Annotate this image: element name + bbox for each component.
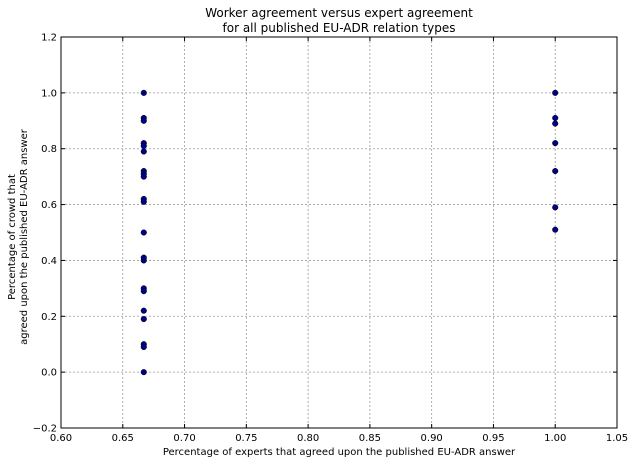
y-axis-label-line-1: Percentage of crowd that [7,174,18,300]
scatter-point [140,316,147,323]
y-tick-label: 1.2 [41,33,57,44]
scatter-point [552,89,559,96]
grid-lines [61,37,617,428]
x-tick-label: 0.60 [50,433,72,444]
x-tick-label: 0.65 [112,433,134,444]
y-tick-label: 0.6 [41,200,57,211]
scatter-point [140,307,147,314]
x-tick-label: 0.95 [482,433,504,444]
y-axis-label-line-2: agreed upon the published EU-ADR answer [19,128,30,345]
y-tick-label: 1.0 [41,88,57,99]
data-points [140,89,559,376]
scatter-point [140,117,147,124]
scatter-point [552,226,559,233]
scatter-point [140,257,147,264]
scatter-point [552,120,559,127]
scatter-point [140,142,147,149]
x-tick-label: 0.70 [173,433,195,444]
x-tick-label: 1.00 [544,433,566,444]
x-tick-label: 1.05 [606,433,628,444]
chart-title-line-2: for all published EU-ADR relation types [223,21,456,35]
scatter-point [140,343,147,351]
x-axis-label: Percentage of experts that agreed upon t… [163,447,516,458]
y-tick-label: −0.2 [33,424,57,435]
scatter-point [140,173,147,180]
y-tick-label: 0.8 [41,144,57,155]
scatter-point [140,198,147,205]
scatter-point [552,114,559,122]
scatter-point [552,168,559,175]
plot-frame [60,36,618,429]
scatter-point [140,369,147,376]
y-tick-label: 0.0 [41,368,57,379]
y-tick-label: 0.2 [41,312,57,323]
x-tick-label: 0.75 [235,433,257,444]
y-tick-label: 0.4 [41,256,57,267]
scatter-point [552,204,559,211]
chart-title-line-1: Worker agreement versus expert agreement [205,6,473,20]
x-tick-label: 0.90 [421,433,443,444]
axis-ticks: 0.60 0.65 0.70 0.75 0.80 0.85 0.90 0.95 1.00 1.05… [33,33,628,445]
scatter-point [140,89,147,96]
x-tick-label: 0.80 [297,433,319,444]
x-tick-label: 0.85 [359,433,381,444]
scatter-point [140,229,147,236]
scatter-point [140,148,147,155]
scatter-point [140,288,147,295]
scatter-point [552,140,559,147]
